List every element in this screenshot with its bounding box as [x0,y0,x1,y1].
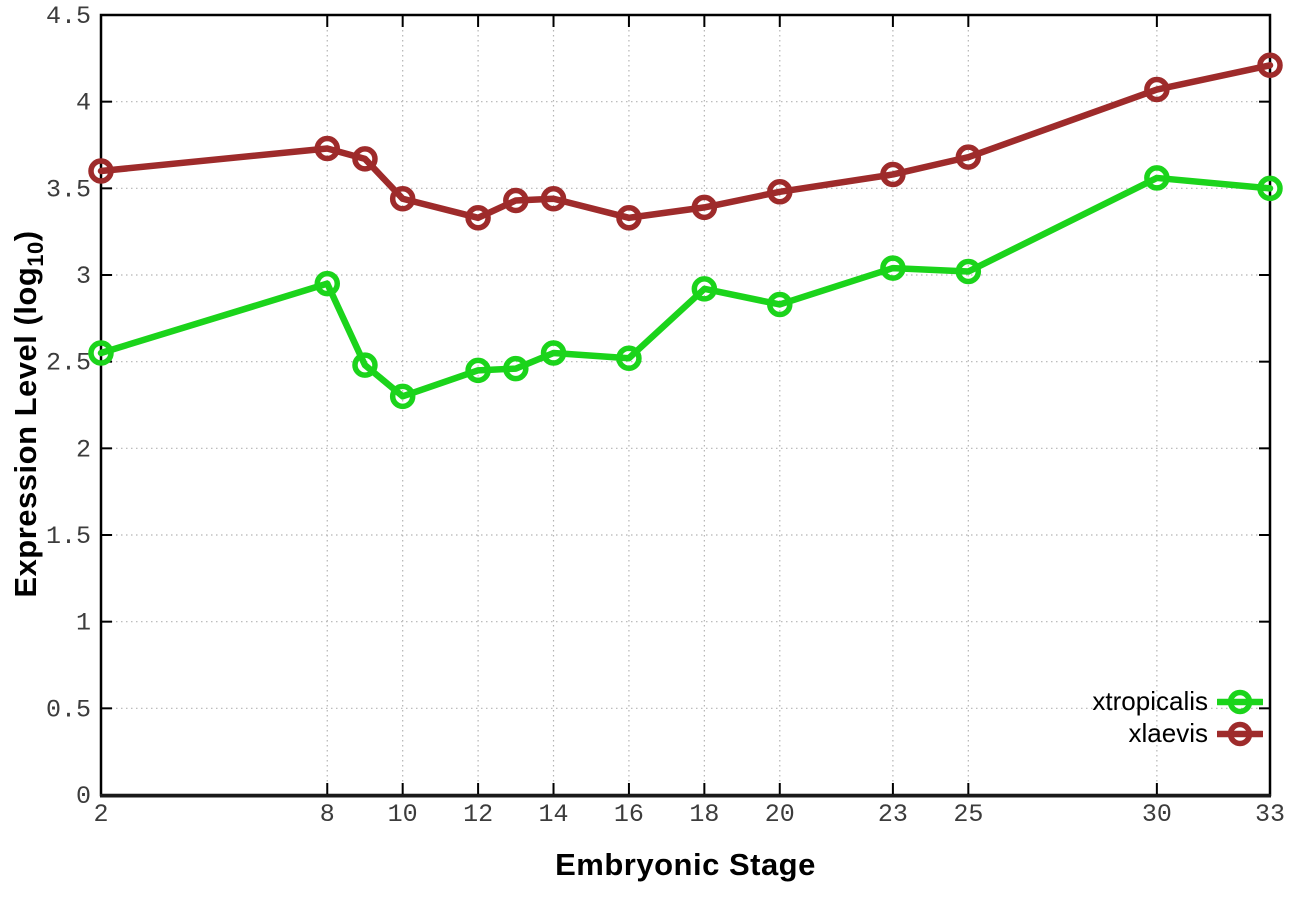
x-tick-label-18: 18 [689,800,719,829]
data-point-xtropicalis-stage-12 [465,357,491,384]
data-point-xlaevis-stage-20 [767,179,793,205]
x-tick-label-2: 2 [93,800,108,829]
x-tick-label-10: 10 [388,800,418,829]
legend-entry-xlaevis: xlaevis [1092,718,1263,749]
series-xlaevis [88,52,1283,231]
y-tick-label-1: 1 [76,609,91,638]
data-point-xlaevis-stage-25 [955,144,982,170]
data-point-xlaevis-stage-10 [389,185,416,212]
x-tick-label-30: 30 [1142,800,1172,829]
data-point-xtropicalis-stage-2 [88,340,114,366]
y-tick-labels: 0 0.5 1 1.5 2 2.5 3 3.5 4 4.5 [46,2,91,811]
legend-label-xlaevis: xlaevis [1128,718,1208,748]
x-tick-label-25: 25 [953,800,983,829]
data-point-xtropicalis-stage-16 [616,345,642,371]
data-point-xtropicalis-stage-10 [389,383,416,410]
data-point-xtropicalis-stage-9 [352,352,378,378]
y-tick-label-3: 3 [76,262,91,291]
y-axis-title-close: ) [8,230,43,242]
legend-label-xtropicalis: xtropicalis [1092,686,1208,716]
data-point-xlaevis-stage-18 [691,194,718,221]
y-tick-label-3.5: 3.5 [46,175,91,204]
x-tick-label-23: 23 [878,800,908,829]
legend-marker-xtropicalis [1217,689,1263,714]
data-point-xtropicalis-stage-20 [767,291,793,318]
y-axis-title-subscript: 10 [23,241,49,267]
y-tick-label-2.5: 2.5 [46,349,91,378]
data-point-xtropicalis-stage-13 [503,355,529,382]
tick-marks [100,14,1271,796]
y-tick-label-2: 2 [76,435,91,464]
data-point-xlaevis-stage-14 [540,185,567,212]
x-tick-label-12: 12 [463,800,493,829]
x-tick-label-33: 33 [1255,800,1285,829]
data-point-xlaevis-stage-33 [1257,52,1283,79]
y-tick-label-4.5: 4.5 [46,2,91,31]
data-point-xlaevis-stage-12 [465,205,491,231]
x-tick-label-14: 14 [539,800,569,829]
x-tick-labels: 2 8 10 12 14 16 18 20 23 25 30 33 [93,800,1285,829]
y-tick-label-0: 0 [76,782,91,811]
data-point-xlaevis-stage-8 [314,135,341,162]
series-xtropicalis [88,165,1283,410]
data-point-xlaevis-stage-16 [616,205,642,231]
data-point-xtropicalis-stage-30 [1144,165,1170,191]
legend-entry-xtropicalis: xtropicalis [1092,686,1263,717]
y-axis-title-text: Expression Level (log [8,266,43,598]
data-point-xtropicalis-stage-25 [955,258,982,285]
data-point-xtropicalis-stage-23 [880,255,906,281]
x-tick-label-16: 16 [614,800,644,829]
x-tick-label-20: 20 [765,800,795,829]
y-tick-label-1.5: 1.5 [46,522,91,551]
data-point-xlaevis-stage-2 [88,158,114,184]
data-point-xtropicalis-stage-18 [691,276,718,302]
axes-frame [99,13,1272,798]
legend: xtropicalis xlaevis [1092,686,1263,749]
y-tick-label-0.5: 0.5 [46,695,91,724]
y-tick-label-4: 4 [76,89,91,118]
line-xlaevis [97,62,1274,222]
data-point-xlaevis-stage-9 [352,146,378,172]
y-axis-title: Expression Level (log10) [8,230,48,598]
data-point-xtropicalis-stage-8 [314,270,341,297]
data-point-xlaevis-stage-30 [1144,76,1170,103]
data-point-xtropicalis-stage-14 [540,340,567,366]
data-point-xlaevis-stage-13 [503,187,529,214]
x-axis-title: Embryonic Stage [555,847,816,882]
x-tick-label-8: 8 [320,800,335,829]
legend-marker-xlaevis [1217,721,1263,746]
data-point-xlaevis-stage-23 [880,161,906,188]
gridlines [100,14,1271,796]
data-point-xtropicalis-stage-33 [1257,175,1283,202]
